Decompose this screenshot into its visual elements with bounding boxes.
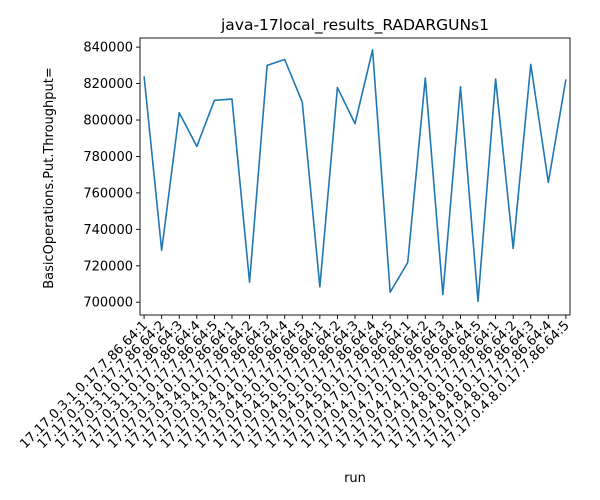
chart-title: java-17local_results_RADARGUNs1	[220, 16, 489, 35]
y-tick-label: 740000	[83, 223, 133, 238]
y-tick-label: 760000	[83, 186, 133, 201]
y-axis-label: BasicOperations.Put.Throughput=	[42, 67, 57, 289]
x-axis-label: run	[344, 471, 366, 486]
y-tick-label: 840000	[83, 41, 133, 56]
y-tick-label: 720000	[83, 259, 133, 274]
y-tick-label: 800000	[83, 114, 133, 129]
y-tick-label: 780000	[83, 150, 133, 165]
y-tick-label: 820000	[83, 77, 133, 92]
y-tick-label: 700000	[83, 296, 133, 311]
